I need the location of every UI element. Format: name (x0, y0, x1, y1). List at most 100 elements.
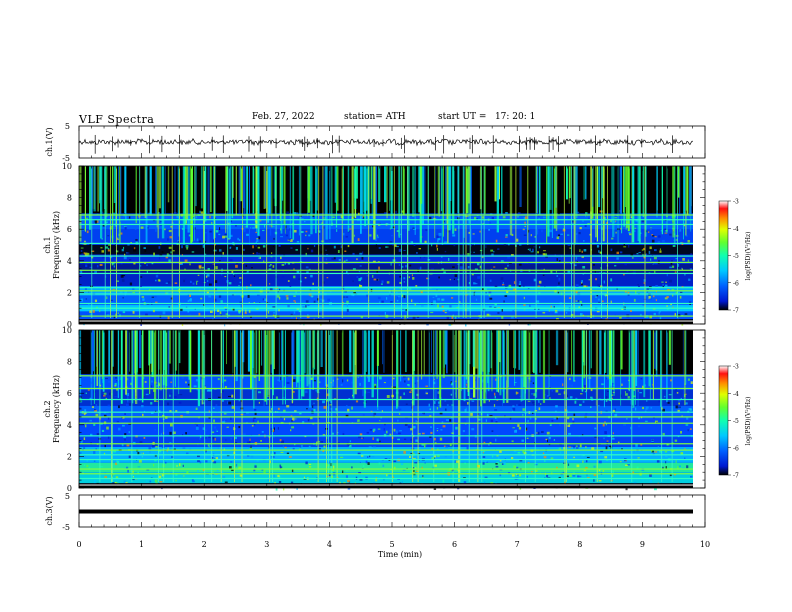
spectrogram-noise (292, 379, 296, 382)
spectrogram-noise (407, 384, 410, 386)
spectrogram-noise (495, 417, 497, 419)
spectrogram-noise (318, 231, 321, 233)
spectrogram-noise (308, 445, 311, 447)
spectrogram-streak (133, 330, 135, 400)
spectrogram-noise (628, 244, 630, 248)
spectrogram-noise (585, 214, 588, 218)
spectrogram-noise (423, 256, 426, 258)
spectrogram-noise (483, 441, 486, 443)
spectrogram-noise (348, 228, 352, 230)
spectrogram-noise (528, 323, 531, 326)
spectrogram-noise (484, 476, 488, 478)
spectrogram-streak (378, 166, 381, 202)
spectrogram-noise (638, 252, 641, 254)
spectrogram-streak (592, 166, 594, 207)
spectrogram-noise (425, 229, 428, 231)
spectrogram-noise (94, 299, 97, 303)
spectrogram-noise (517, 424, 520, 427)
spectrogram-noise (429, 408, 431, 411)
spectrogram-streak (202, 330, 205, 400)
spectrogram-noise (296, 487, 298, 490)
spectrogram-noise (674, 439, 678, 442)
spectrogram-streak (178, 330, 180, 395)
spectrogram-noise (93, 480, 96, 484)
spectrogram-noise (616, 287, 618, 290)
spectrogram-noise (431, 243, 433, 247)
spectrogram-noise (647, 231, 650, 233)
spectrogram-streak (168, 330, 171, 364)
spectrogram-noise (674, 390, 677, 393)
spectrogram-noise (680, 452, 684, 455)
spectrogram-noise (313, 300, 316, 304)
spectrogram-sferic (331, 330, 333, 482)
spectrogram-noise (126, 444, 130, 447)
spectrogram-noise (229, 234, 233, 237)
spectrogram-noise (567, 397, 569, 400)
spectrogram-noise (182, 447, 186, 449)
spectrogram-streak (329, 166, 331, 239)
spectrogram-noise (255, 244, 257, 247)
spectrogram-noise (245, 309, 247, 313)
spectrogram-noise (123, 256, 127, 260)
spectrogram-noise (611, 394, 614, 396)
spectrogram-noise (398, 413, 401, 415)
spectrogram-streak (125, 330, 127, 395)
spectrogram-streak (632, 330, 634, 405)
spectrogram-streak (583, 166, 585, 200)
spectrogram-streak (325, 166, 328, 240)
spectrogram-noise (353, 292, 356, 294)
spectrogram-noise (662, 466, 664, 469)
spectrogram-noise (580, 393, 583, 395)
spectrogram-noise (109, 392, 112, 396)
spectrogram-noise (585, 412, 588, 415)
spectrogram-streak (407, 166, 410, 231)
chart-title: VLF Spectra (79, 113, 155, 126)
spectrogram-noise (199, 226, 202, 229)
spectrogram-noise (558, 393, 561, 395)
spectrogram-streak (623, 166, 624, 213)
spectrogram-noise (439, 437, 443, 441)
spectrogram-noise (671, 289, 675, 291)
spectrogram-noise (345, 259, 348, 261)
spectrogram-noise (225, 313, 228, 315)
spectrogram-streak (279, 166, 282, 221)
spectrogram-noise (385, 430, 388, 434)
spectrogram-noise (627, 291, 630, 295)
spectrogram-noise (593, 465, 596, 468)
spectrogram-noise (524, 225, 526, 227)
spectrogram-noise (95, 413, 99, 417)
spectrogram-noise (195, 427, 199, 430)
spectrogram-noise (80, 270, 82, 273)
spectrogram-noise (146, 469, 150, 471)
spectrogram-noise (642, 385, 645, 388)
spectrogram-streak (331, 166, 333, 226)
spectrogram-noise (373, 383, 377, 387)
spectrogram-noise (160, 433, 162, 436)
spectrogram-noise (555, 410, 557, 413)
spectrogram-noise (437, 448, 439, 450)
spectrogram-noise (222, 421, 225, 424)
spectrogram-noise (583, 469, 587, 472)
spectrogram-streak (445, 166, 448, 225)
spectrogram-noise (411, 299, 413, 303)
spectrogram-tone (79, 416, 693, 418)
spectrogram-noise (183, 475, 185, 477)
spectrogram-noise (233, 427, 235, 431)
spectrogram-noise (570, 384, 574, 387)
spectrogram-noise (346, 304, 348, 307)
spectrogram-streak (585, 166, 587, 200)
spectrogram-noise (572, 418, 574, 421)
spectrogram-band (79, 472, 693, 484)
spectrogram-noise (404, 423, 408, 426)
spectrogram-sferic (204, 166, 205, 318)
spectrogram-noise (300, 231, 304, 233)
spectrogram-noise (279, 439, 282, 442)
spectrogram-noise (81, 440, 83, 442)
spectrogram-noise (442, 298, 445, 301)
spectrogram-streak (627, 166, 630, 232)
spectrogram-noise (545, 311, 548, 313)
spectrogram-streak (112, 330, 114, 367)
spectrogram-noise (518, 403, 522, 406)
spectrogram-noise (287, 280, 290, 282)
spectrogram-noise (457, 278, 460, 282)
